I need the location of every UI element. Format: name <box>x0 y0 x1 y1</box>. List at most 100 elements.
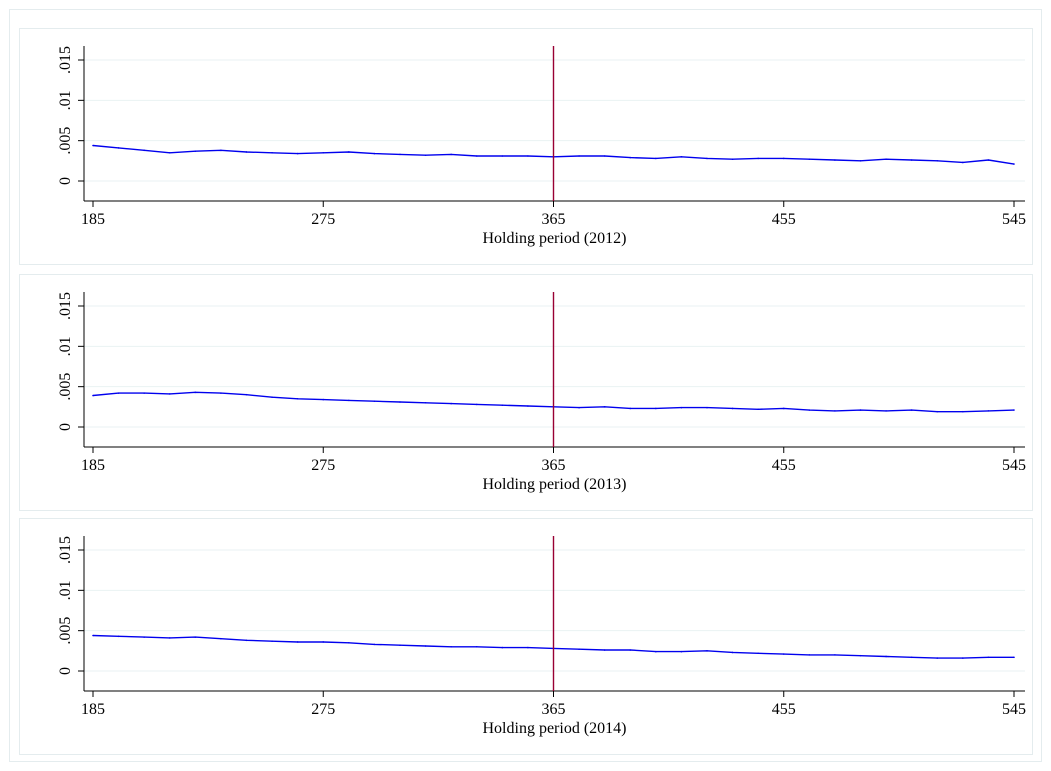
panel-frame <box>19 28 1033 265</box>
x-tick-label: 365 <box>542 457 566 474</box>
data-point <box>578 406 580 409</box>
data-point <box>808 654 811 656</box>
y-tick-label: 0 <box>57 177 74 185</box>
data-point <box>168 151 171 154</box>
data-point <box>603 649 606 651</box>
data-point <box>731 407 734 410</box>
data-point <box>757 408 759 411</box>
x-tick-label: 455 <box>772 457 796 474</box>
data-point <box>527 646 529 649</box>
x-tick-label: 275 <box>311 457 335 474</box>
chart-panel-3: 0 .005 .01 .015 185 275 365 455 545 Holding perio… <box>19 518 1033 755</box>
data-point <box>220 149 222 152</box>
data-point <box>92 394 94 397</box>
data-point <box>1013 656 1015 659</box>
data-point <box>373 400 376 402</box>
data-point <box>373 643 376 646</box>
data-point <box>1013 163 1015 165</box>
x-tick-label: 545 <box>1002 701 1026 718</box>
data-point <box>424 154 427 156</box>
x-tick-label: 185 <box>81 457 105 474</box>
data-point <box>706 406 708 409</box>
data-point <box>936 657 939 659</box>
data-point <box>885 410 887 412</box>
y-tick-label: 0 <box>57 423 74 431</box>
x-axis-title: Holding period (2013) <box>483 476 627 493</box>
data-point <box>731 158 734 161</box>
data-point <box>655 407 657 410</box>
data-point <box>680 406 683 409</box>
data-point <box>271 396 273 398</box>
data-point <box>885 158 887 161</box>
data-point <box>450 153 452 156</box>
data-point <box>501 404 504 407</box>
x-tick-label: 455 <box>772 701 796 718</box>
data-point <box>808 158 811 161</box>
data-point <box>655 157 657 160</box>
data-point <box>987 656 990 659</box>
data-point <box>936 160 939 162</box>
data-point <box>782 157 785 160</box>
data-point <box>399 401 401 403</box>
data-point <box>757 652 759 655</box>
data-point <box>578 155 580 157</box>
data-point <box>348 641 350 644</box>
x-tick-label: 545 <box>1002 457 1026 474</box>
data-point <box>143 149 145 152</box>
y-tick-label: .01 <box>57 90 74 110</box>
data-point <box>910 409 913 411</box>
data-point <box>757 157 759 160</box>
data-point <box>322 641 325 643</box>
data-point <box>910 656 913 659</box>
data-point <box>834 159 836 161</box>
data-point <box>629 649 632 651</box>
data-point <box>296 641 299 643</box>
data-point <box>348 399 350 402</box>
data-point <box>834 410 836 412</box>
data-point <box>603 155 606 157</box>
data-point <box>220 392 222 394</box>
x-tick-label: 365 <box>542 701 566 718</box>
data-point <box>987 410 990 412</box>
data-point <box>475 155 478 157</box>
x-tick-label: 185 <box>81 211 105 228</box>
data-point <box>655 650 657 653</box>
y-tick-label: 0 <box>57 667 74 675</box>
data-point <box>143 392 145 394</box>
data-point <box>424 645 427 647</box>
data-point <box>578 648 580 651</box>
data-point <box>527 405 529 407</box>
data-point <box>322 398 325 401</box>
y-tick-label: .015 <box>57 292 74 320</box>
y-tick-label: .015 <box>57 536 74 564</box>
data-point <box>936 410 939 413</box>
data-point <box>348 151 350 153</box>
x-tick-label: 455 <box>772 211 796 228</box>
data-point <box>322 151 325 154</box>
data-point <box>245 393 248 396</box>
data-point <box>245 151 248 153</box>
data-point <box>424 402 427 404</box>
y-tick-label: .005 <box>57 617 74 645</box>
x-tick-label: 365 <box>542 211 566 228</box>
data-point <box>194 391 197 394</box>
x-axis-title: Holding period (2014) <box>483 720 627 737</box>
data-point <box>706 157 708 160</box>
data-point <box>92 144 94 147</box>
y-tick-label: .015 <box>57 46 74 74</box>
y-tick-label: .005 <box>57 373 74 401</box>
data-point <box>859 409 862 411</box>
x-tick-label: 275 <box>311 211 335 228</box>
data-point <box>859 654 862 657</box>
data-point <box>475 646 478 648</box>
data-point <box>782 407 785 410</box>
data-point <box>603 406 606 408</box>
data-point <box>117 147 120 149</box>
data-point <box>987 159 990 161</box>
data-point <box>680 650 683 653</box>
x-tick-label: 275 <box>311 701 335 718</box>
data-point <box>168 637 171 639</box>
data-point <box>373 152 376 155</box>
panels: 0 .005 .01 .015 185 275 365 455 545 Holding perio… <box>19 28 1033 755</box>
